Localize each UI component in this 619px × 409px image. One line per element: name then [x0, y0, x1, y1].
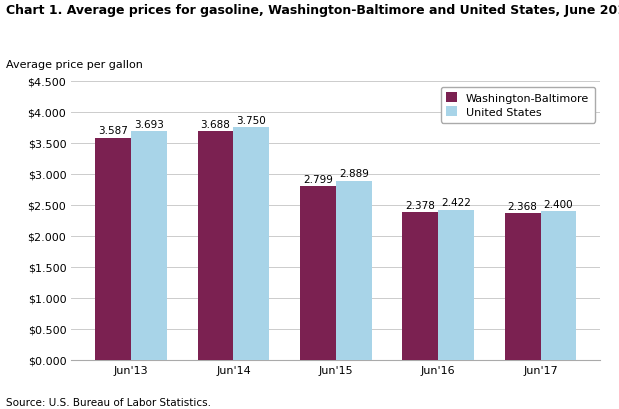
Bar: [540, 211, 576, 360]
Text: Source: U.S. Bureau of Labor Statistics.: Source: U.S. Bureau of Labor Statistics.: [6, 397, 211, 407]
Bar: [233, 128, 269, 360]
Bar: [335, 181, 371, 360]
Bar: [300, 187, 336, 360]
Text: 2.368: 2.368: [508, 201, 537, 211]
Bar: [197, 132, 233, 360]
Bar: [402, 213, 438, 360]
Bar: [438, 210, 474, 360]
Bar: [95, 138, 131, 360]
Text: 3.750: 3.750: [236, 116, 266, 126]
Text: 2.400: 2.400: [543, 199, 573, 209]
Text: 2.799: 2.799: [303, 175, 333, 184]
Text: Chart 1. Average prices for gasoline, Washington-Baltimore and United States, Ju: Chart 1. Average prices for gasoline, Wa…: [6, 4, 619, 17]
Text: 3.587: 3.587: [98, 126, 128, 136]
Text: 2.422: 2.422: [441, 198, 471, 208]
Text: 2.889: 2.889: [339, 169, 369, 179]
Text: 3.693: 3.693: [134, 119, 164, 129]
Bar: [131, 132, 167, 360]
Legend: Washington-Baltimore, United States: Washington-Baltimore, United States: [441, 88, 595, 123]
Text: 2.378: 2.378: [405, 200, 435, 211]
Text: Average price per gallon: Average price per gallon: [6, 60, 143, 70]
Bar: [504, 213, 540, 360]
Text: 3.688: 3.688: [201, 119, 230, 130]
